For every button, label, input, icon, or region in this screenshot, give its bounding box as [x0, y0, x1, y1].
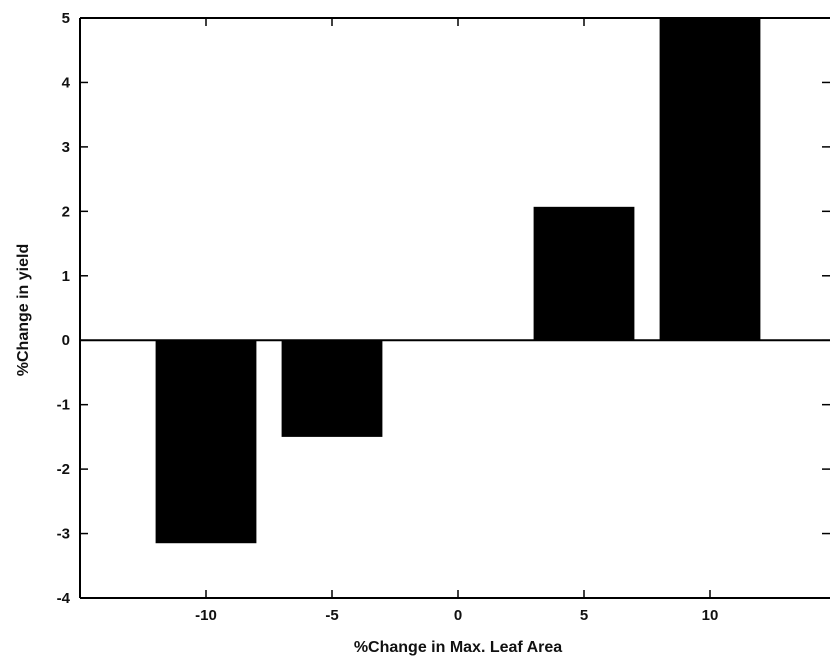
x-axis-title: %Change in Max. Leaf Area — [354, 639, 562, 656]
y-tick-label: 4 — [62, 74, 71, 91]
bar-neg5 — [281, 340, 383, 437]
y-tick-label: 2 — [62, 203, 70, 220]
y-tick-label: 1 — [62, 268, 70, 285]
y-tick-label: 0 — [62, 332, 70, 349]
bar-pos5 — [533, 206, 635, 341]
y-tick-label: -2 — [57, 461, 70, 478]
x-tick-label: -10 — [195, 607, 217, 624]
x-tick-label: 5 — [580, 607, 588, 624]
y-tick-label: -1 — [57, 397, 70, 414]
bar-pos10 — [659, 18, 761, 341]
bar-neg10 — [155, 340, 257, 544]
y-axis-title: %Change in yield — [15, 244, 32, 376]
x-tick-label: -5 — [325, 607, 338, 624]
y-tick-label: -4 — [57, 590, 71, 607]
x-tick-label: 0 — [454, 607, 462, 624]
y-tick-label: 5 — [62, 10, 70, 27]
y-tick-label: 3 — [62, 139, 70, 156]
y-tick-label: -3 — [57, 526, 70, 543]
x-tick-label: 10 — [702, 607, 719, 624]
